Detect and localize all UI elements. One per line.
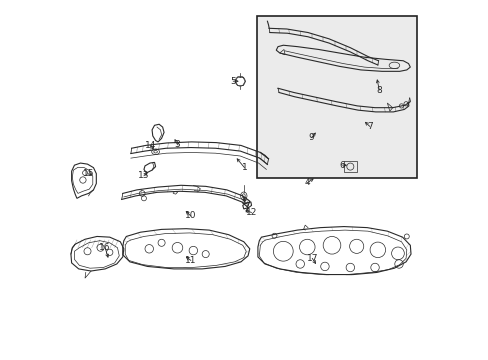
Text: 1: 1 xyxy=(241,163,247,172)
Text: 13: 13 xyxy=(138,171,149,180)
Text: 11: 11 xyxy=(185,256,196,265)
Text: 4: 4 xyxy=(304,178,309,187)
Bar xyxy=(343,161,356,172)
Text: 10: 10 xyxy=(185,211,196,220)
Text: 12: 12 xyxy=(245,208,257,217)
Text: 14: 14 xyxy=(145,141,156,150)
Text: 9: 9 xyxy=(308,133,314,142)
Text: 2: 2 xyxy=(241,197,247,206)
Text: 3: 3 xyxy=(174,140,180,149)
Text: 15: 15 xyxy=(82,169,94,178)
Text: 7: 7 xyxy=(366,122,372,131)
Text: 5: 5 xyxy=(230,77,236,86)
Text: 16: 16 xyxy=(99,243,111,252)
Bar xyxy=(256,16,417,178)
Text: 6: 6 xyxy=(339,161,345,170)
Text: 17: 17 xyxy=(306,254,317,263)
Text: 8: 8 xyxy=(376,86,381,95)
